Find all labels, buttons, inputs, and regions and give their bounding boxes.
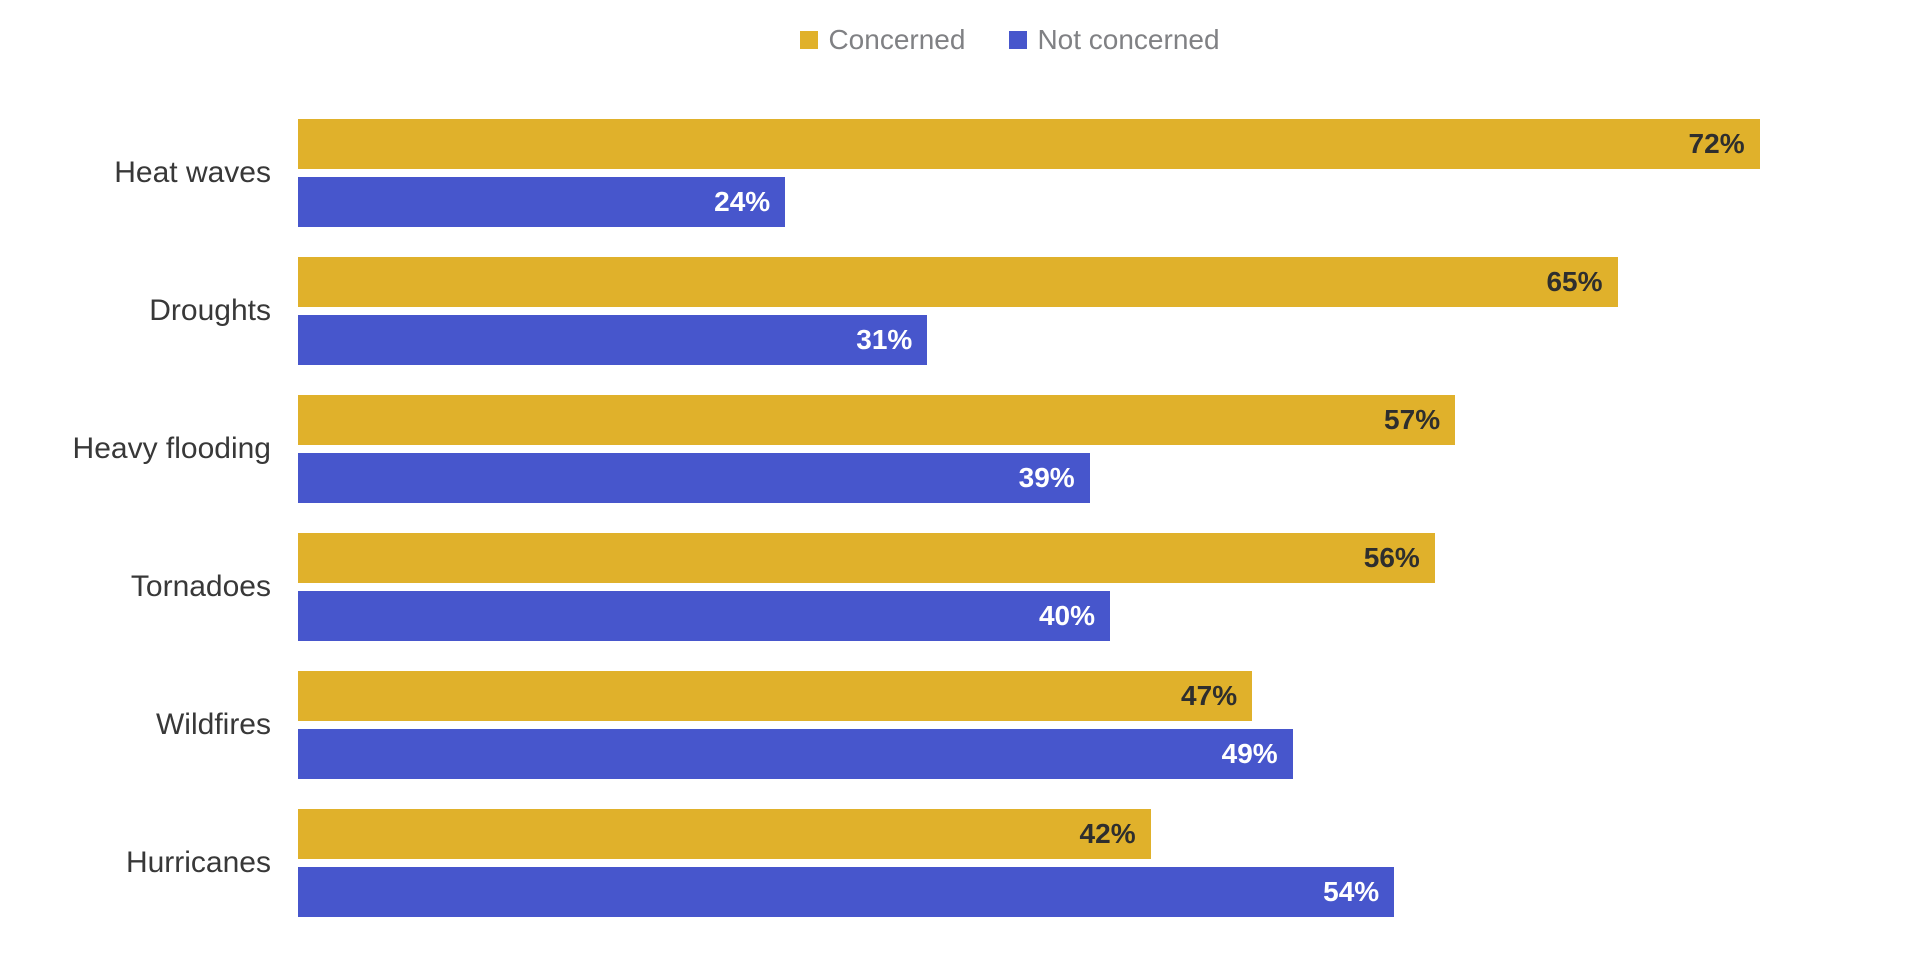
bar-not-concerned: 40%	[298, 591, 1110, 641]
concerned-swatch-icon	[800, 31, 819, 49]
category-label: Wildfires	[155, 708, 271, 741]
not-concerned-swatch-icon	[1009, 31, 1028, 49]
category-label: Droughts	[149, 294, 271, 327]
bar-value-concerned: 57%	[1384, 404, 1441, 435]
bar-concerned: 65%	[298, 257, 1618, 307]
bar-value-not-concerned: 40%	[1038, 600, 1095, 631]
bar-concerned: 72%	[298, 119, 1760, 169]
legend-item-not-concerned: Not concerned	[1009, 24, 1220, 55]
category-row: Heat waves 72% 24%	[0, 119, 1920, 227]
bar-value-not-concerned: 39%	[1018, 462, 1075, 493]
bar-value-concerned: 42%	[1079, 818, 1136, 849]
category-bars: 47% 49%	[298, 671, 1920, 779]
category-label: Heavy flooding	[72, 432, 271, 465]
category-row: Tornadoes 56% 40%	[0, 533, 1920, 641]
bar-value-not-concerned: 31%	[856, 324, 913, 355]
category-bars: 72% 24%	[298, 119, 1920, 227]
bar-not-concerned: 24%	[298, 177, 786, 227]
legend-label-concerned: Concerned	[828, 24, 966, 55]
bar-not-concerned: 49%	[298, 729, 1293, 779]
bar-value-not-concerned: 24%	[714, 186, 771, 217]
chart-plot-area: Heat waves 72% 24% Droughts 65% 31%	[0, 119, 1920, 917]
chart-legend: Concerned Not concerned	[0, 26, 1920, 54]
bar-value-concerned: 65%	[1546, 266, 1603, 297]
bar-value-concerned: 47%	[1181, 680, 1238, 711]
category-row: Hurricanes 42% 54%	[0, 809, 1920, 917]
bar-not-concerned: 39%	[298, 453, 1090, 503]
legend-item-concerned: Concerned	[800, 26, 965, 54]
bar-not-concerned: 54%	[298, 867, 1395, 917]
legend-label-not-concerned: Not concerned	[1037, 24, 1220, 55]
category-row: Heavy flooding 57% 39%	[0, 395, 1920, 503]
bar-value-concerned: 56%	[1363, 542, 1420, 573]
category-label: Heat waves	[114, 156, 271, 189]
category-label: Tornadoes	[130, 570, 271, 603]
category-bars: 57% 39%	[298, 395, 1920, 503]
bar-value-not-concerned: 49%	[1221, 738, 1278, 769]
category-label: Hurricanes	[125, 846, 271, 879]
bar-value-not-concerned: 54%	[1323, 876, 1380, 907]
category-bars: 56% 40%	[298, 533, 1920, 641]
category-bars: 65% 31%	[298, 257, 1920, 365]
bar-concerned: 42%	[298, 809, 1151, 859]
bar-concerned: 47%	[298, 671, 1253, 721]
category-row: Droughts 65% 31%	[0, 257, 1920, 365]
bar-concerned: 57%	[298, 395, 1456, 445]
category-row: Wildfires 47% 49%	[0, 671, 1920, 779]
bar-value-concerned: 72%	[1688, 128, 1745, 159]
bar-not-concerned: 31%	[298, 315, 928, 365]
bar-concerned: 56%	[298, 533, 1435, 583]
category-bars: 42% 54%	[298, 809, 1920, 917]
